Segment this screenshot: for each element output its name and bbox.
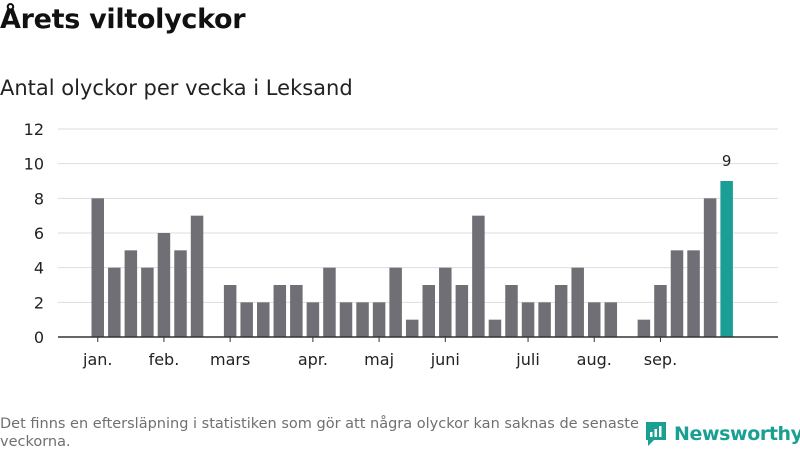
bar: [439, 267, 452, 337]
bar: [538, 302, 551, 337]
bar: [190, 215, 204, 337]
chart-title: Årets viltolyckor: [0, 4, 246, 35]
bar-highlight: [720, 181, 733, 337]
bar: [604, 302, 618, 337]
bar: [91, 198, 104, 337]
x-tick-label: apr.: [298, 350, 328, 369]
bar: [290, 285, 303, 337]
bar: [571, 267, 584, 337]
bar: [306, 302, 320, 337]
x-tick-label: juni: [430, 350, 460, 369]
bar: [356, 302, 369, 337]
bar: [273, 285, 287, 337]
x-tick-label: aug.: [577, 350, 612, 369]
x-tick-label: maj: [364, 350, 394, 369]
y-tick-label: 6: [34, 224, 44, 243]
bar: [108, 267, 121, 337]
bar: [687, 250, 700, 337]
bar: [389, 267, 402, 337]
bar: [141, 267, 154, 337]
bar: [422, 285, 435, 337]
footnote: Det finns en eftersläpning i statistiken…: [0, 416, 639, 450]
y-tick-label: 0: [34, 328, 44, 347]
bars: [91, 181, 733, 337]
bar: [703, 198, 717, 337]
x-axis-month-labels: jan. feb. mars apr. maj juni juli aug. sep.: [82, 337, 677, 369]
y-axis-tick-labels: 0 2 4 6 8 10 12: [24, 120, 44, 347]
x-tick-label: feb.: [149, 350, 180, 369]
bar: [554, 285, 568, 337]
brand-name: Newsworthy: [674, 423, 800, 445]
x-tick-label: sep.: [644, 350, 677, 369]
bar: [654, 285, 667, 337]
bar: [588, 302, 601, 337]
bar: [157, 233, 171, 337]
bar: [670, 250, 684, 337]
bar: [124, 250, 138, 337]
x-tick-label: jan.: [82, 350, 112, 369]
y-tick-label: 4: [34, 259, 44, 278]
bar: [405, 319, 419, 337]
bar: [637, 319, 651, 337]
bar: [174, 250, 187, 337]
bar: [323, 267, 336, 337]
y-tick-label: 2: [34, 293, 44, 312]
newsworthy-logo-icon: [646, 422, 666, 446]
x-tick-label: juli: [515, 350, 539, 369]
x-tick-label: mars: [210, 350, 250, 369]
bar: [223, 285, 237, 337]
bar: [472, 215, 485, 337]
bar: [372, 302, 386, 337]
bar: [505, 285, 518, 337]
bar: [488, 319, 502, 337]
y-tick-label: 12: [24, 120, 44, 139]
data-label: 9: [722, 152, 732, 170]
data-labels: 9: [722, 152, 732, 170]
y-tick-label: 10: [24, 155, 44, 174]
bar: [521, 302, 535, 337]
bar: [257, 302, 270, 337]
bar: [455, 285, 469, 337]
bar: [240, 302, 253, 337]
y-tick-label: 8: [34, 189, 44, 208]
chart-subtitle: Antal olyckor per vecka i Leksand: [0, 76, 353, 100]
brand-logo[interactable]: Newsworthy: [644, 420, 800, 448]
bar: [339, 302, 353, 337]
